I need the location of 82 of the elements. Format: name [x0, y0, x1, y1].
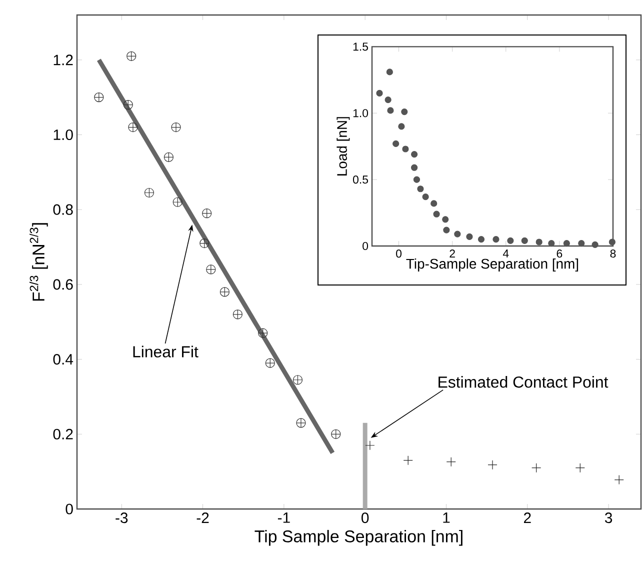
point	[296, 418, 306, 428]
point	[164, 152, 174, 162]
point	[454, 230, 461, 238]
point	[430, 200, 438, 207]
point	[442, 216, 449, 223]
y-tick-label: 0	[66, 504, 73, 514]
point	[126, 51, 136, 61]
point	[422, 194, 429, 200]
x-tick-label: -2	[196, 512, 209, 523]
point	[608, 238, 616, 246]
point	[563, 240, 570, 247]
y-axis-title: Load [nN]	[336, 117, 350, 176]
point	[94, 92, 104, 102]
x-tick-label: 6	[556, 250, 562, 258]
point	[398, 123, 405, 130]
point	[265, 358, 275, 368]
y-tick-label: 1.2	[54, 54, 73, 66]
point	[402, 146, 409, 152]
point	[144, 188, 154, 198]
point	[220, 287, 230, 297]
x-tick-label: 4	[502, 250, 509, 258]
annotation: Estimated Contact Point	[438, 376, 608, 388]
point	[206, 264, 216, 274]
point	[387, 107, 394, 114]
y-tick-label: 0.2	[53, 428, 73, 440]
point	[536, 238, 542, 246]
x-tick-label: 2	[524, 512, 531, 523]
point	[411, 151, 418, 158]
point	[172, 197, 182, 207]
point	[392, 140, 400, 147]
y-axis-title: F$^{2/3}$ [nN$^{2/3}$]	[30, 223, 48, 301]
point	[478, 236, 485, 243]
point	[384, 96, 392, 104]
point	[128, 122, 138, 132]
x-tick-label: -1	[278, 512, 290, 523]
point	[232, 310, 242, 320]
point	[413, 176, 420, 183]
annotation: Linear Fit	[133, 346, 198, 358]
point	[401, 108, 408, 116]
point	[575, 463, 585, 473]
point	[123, 100, 133, 110]
y-tick-label: 0.6	[53, 279, 73, 290]
point	[433, 210, 440, 218]
point	[171, 122, 181, 132]
point	[578, 240, 585, 247]
x-axis-title: Tip Sample Separation [nm]	[254, 530, 462, 546]
point	[466, 233, 473, 240]
point	[403, 456, 413, 466]
x-tick-label: 1	[443, 512, 450, 523]
point	[411, 164, 418, 171]
point	[200, 238, 210, 248]
point	[292, 375, 303, 385]
x-tick-label: 8	[610, 250, 616, 258]
point	[443, 226, 450, 234]
point	[507, 237, 514, 244]
x-tick-label: 3	[604, 512, 612, 524]
y-tick-label: 0.5	[353, 176, 368, 184]
y-tick-label: 1.5	[353, 42, 368, 51]
point	[532, 463, 542, 473]
point	[592, 241, 598, 248]
point	[521, 237, 528, 244]
point	[386, 68, 393, 76]
x-tick-label: 2	[450, 250, 455, 258]
point	[488, 460, 498, 470]
point	[365, 440, 375, 450]
y-tick-label: 0.4	[53, 354, 74, 365]
y-tick-label: 0.8	[53, 204, 73, 215]
point	[446, 457, 456, 467]
point	[258, 328, 268, 338]
y-tick-label: 1.0	[353, 109, 368, 118]
point	[376, 90, 383, 96]
point	[331, 429, 341, 439]
point	[614, 475, 624, 485]
x-tick-label: 0	[396, 250, 402, 258]
x-tick-label: -3	[116, 512, 128, 524]
y-tick-label: 0	[362, 242, 368, 250]
x-axis-title: Tip-Sample Separation [nm]	[406, 258, 578, 272]
y-tick-label: 1.0	[54, 129, 73, 140]
point	[417, 186, 424, 192]
point	[202, 208, 212, 218]
point	[492, 236, 500, 243]
point	[548, 240, 555, 247]
